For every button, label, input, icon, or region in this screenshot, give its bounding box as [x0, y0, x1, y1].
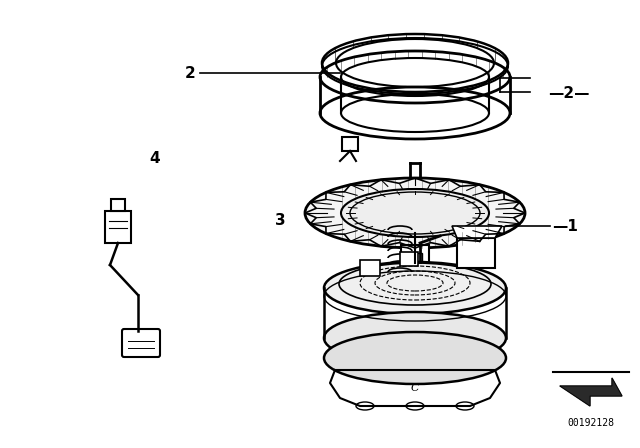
Ellipse shape — [324, 332, 506, 384]
FancyBboxPatch shape — [122, 329, 160, 357]
Text: 4: 4 — [150, 151, 160, 165]
Bar — [457, 238, 495, 268]
Ellipse shape — [305, 178, 525, 248]
Ellipse shape — [341, 189, 489, 237]
Text: 00192128: 00192128 — [568, 418, 614, 428]
Polygon shape — [560, 378, 622, 406]
Polygon shape — [452, 226, 502, 238]
Text: 3: 3 — [275, 212, 285, 228]
Bar — [408, 253, 422, 261]
Bar — [111, 199, 125, 211]
Text: C: C — [411, 383, 419, 393]
Bar — [342, 137, 358, 151]
Ellipse shape — [324, 262, 506, 314]
Bar — [360, 260, 380, 276]
Text: —1: —1 — [552, 219, 578, 233]
Ellipse shape — [324, 312, 506, 364]
Text: —2—: —2— — [548, 86, 589, 100]
Text: 2: 2 — [185, 65, 196, 81]
Bar — [105, 211, 131, 243]
Bar — [400, 252, 418, 266]
Bar — [401, 245, 429, 263]
